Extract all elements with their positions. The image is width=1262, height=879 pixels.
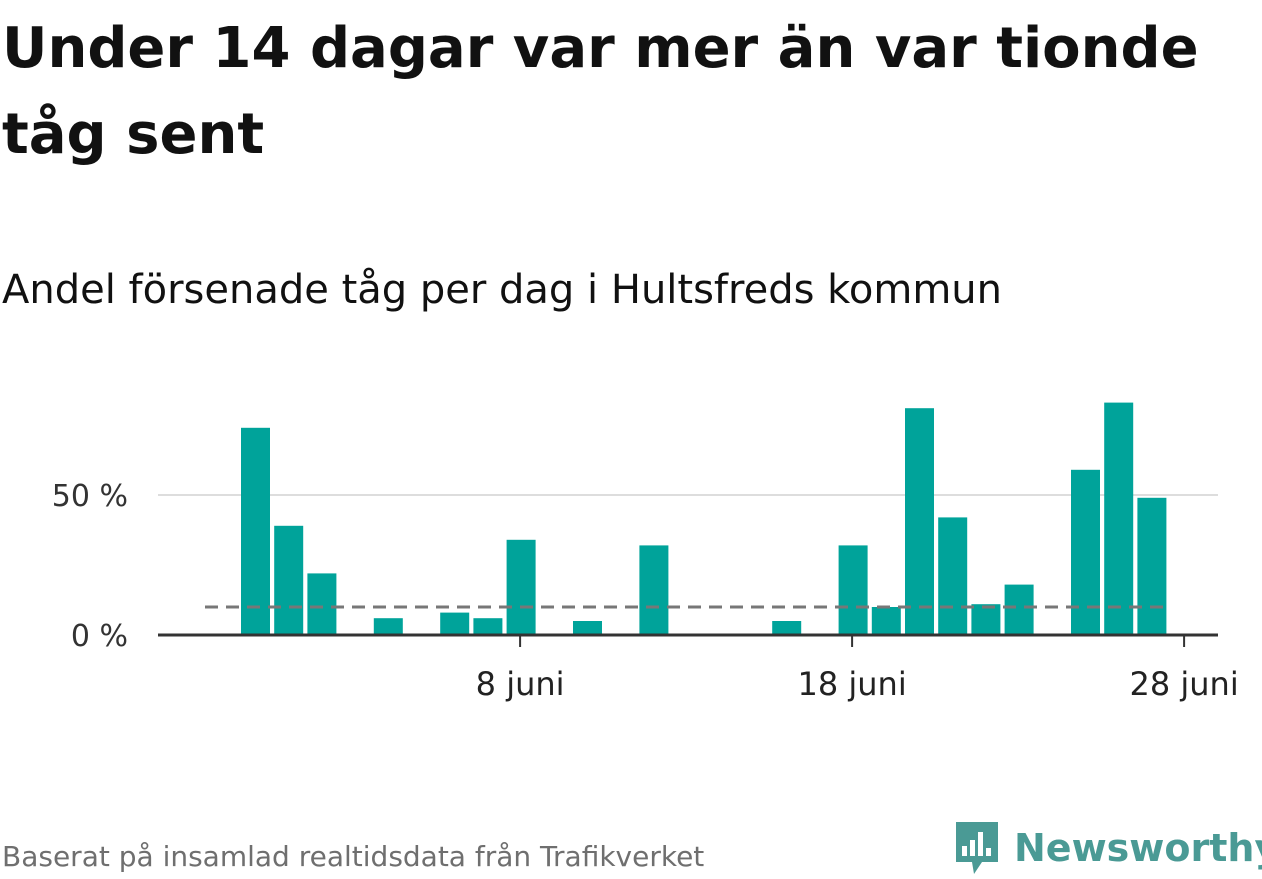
bar-17 bbox=[1104, 402, 1134, 635]
source-note: Baserat på insamlad realtidsdata från Tr… bbox=[2, 840, 705, 873]
bar-2 bbox=[307, 573, 337, 635]
bar-4 bbox=[440, 612, 470, 635]
bar-9 bbox=[772, 621, 802, 635]
brand-name: Newsworthy bbox=[1014, 826, 1262, 870]
bar-3 bbox=[373, 618, 403, 635]
bar-8 bbox=[639, 545, 669, 635]
bar-7 bbox=[573, 621, 602, 635]
bar-5 bbox=[473, 618, 503, 635]
bar-11 bbox=[871, 607, 901, 635]
y-tick-label-1: 50 % bbox=[52, 479, 128, 514]
bar-1 bbox=[274, 525, 304, 635]
x-axis-ticks: 8 juni 18 juni 28 juni bbox=[476, 635, 1239, 703]
chart-title: Under 14 dagar var mer än var tionde tåg… bbox=[2, 16, 1199, 167]
bar-18 bbox=[1137, 497, 1167, 635]
bar-10 bbox=[838, 545, 868, 635]
newsworthy-logo-icon bbox=[956, 822, 998, 874]
x-tick-label-0: 8 juni bbox=[476, 665, 565, 703]
bars bbox=[241, 402, 1167, 635]
bar-6 bbox=[506, 539, 536, 635]
x-tick-label-2: 28 juni bbox=[1129, 665, 1238, 703]
y-tick-label-0: 0 % bbox=[71, 619, 128, 654]
bar-14 bbox=[971, 604, 1001, 635]
x-tick-label-1: 18 juni bbox=[797, 665, 906, 703]
brand-logo[interactable]: Newsworthy bbox=[952, 818, 1262, 878]
bar-0 bbox=[241, 427, 270, 635]
bar-13 bbox=[938, 517, 968, 635]
bar-15 bbox=[1004, 584, 1034, 635]
bar-16 bbox=[1071, 469, 1100, 635]
y-axis-ticks: 0 % 50 % bbox=[52, 479, 128, 654]
chart-subtitle: Andel försenade tåg per dag i Hultsfreds… bbox=[2, 267, 1002, 313]
bar-12 bbox=[905, 408, 934, 635]
